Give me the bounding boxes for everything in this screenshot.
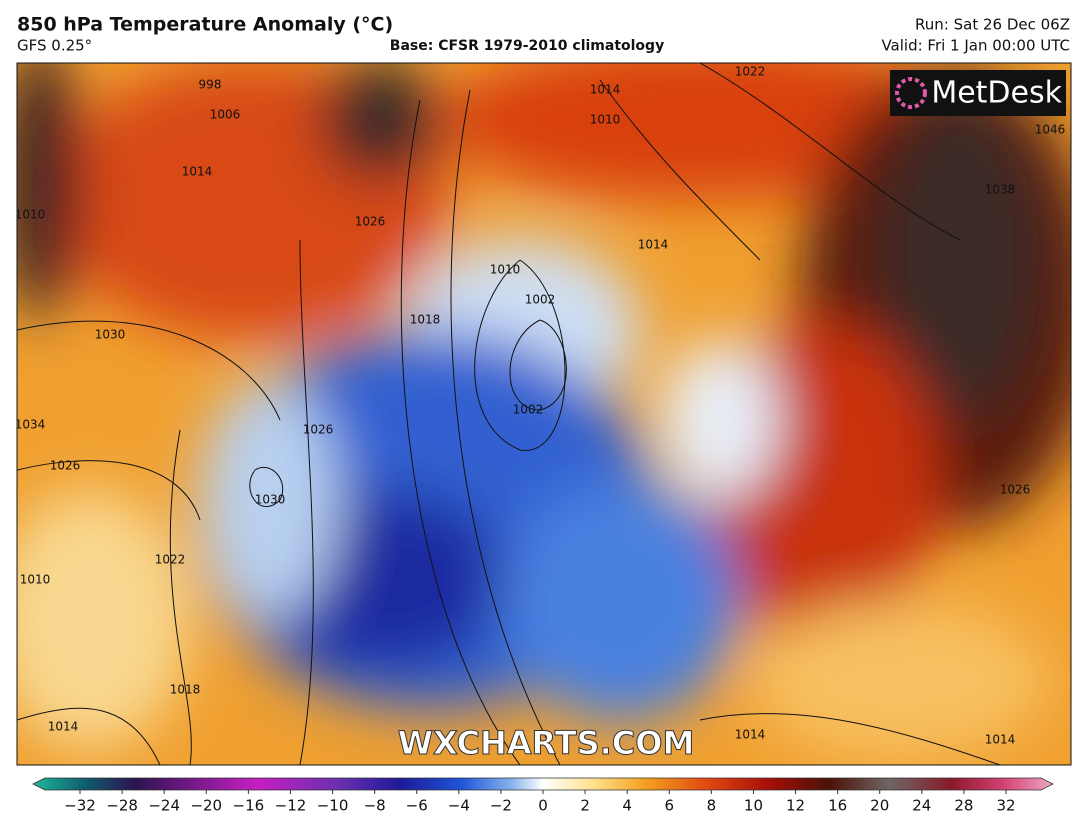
isobar-label: 1026	[355, 215, 386, 229]
isobar-label: 1006	[210, 108, 241, 122]
logo: MetDesk	[931, 76, 1062, 111]
isobar-label: 1014	[590, 83, 621, 97]
colorbar-label: 24	[912, 797, 931, 815]
run: Run: Sat 26 Dec 06Z	[915, 16, 1070, 34]
colorbar-label: −2	[490, 797, 512, 815]
colorbar-label: −32	[64, 797, 96, 815]
colorbar-label: −12	[275, 797, 307, 815]
watermark: WXCHARTS.COM	[398, 724, 695, 762]
map-field: 1014 1026 1010 1030 1034 1026 1030 1026 1022 1010…	[15, 63, 1071, 765]
colorbar-label: 6	[664, 797, 674, 815]
isobar-label: 1010	[15, 208, 46, 222]
colorbar-label: −4	[448, 797, 470, 815]
colorbar-label: 28	[954, 797, 973, 815]
colorbar-label: 20	[870, 797, 889, 815]
isobar-label: 1026	[303, 423, 334, 437]
colorbar-label: 2	[580, 797, 590, 815]
map-frame	[16, 62, 1072, 766]
isobar-label: 1030	[95, 328, 126, 342]
colorbar-label: −16	[233, 797, 265, 815]
colorbar-label: −24	[148, 797, 180, 815]
isobar-label: 1026	[50, 459, 81, 473]
model: GFS 0.25°	[17, 37, 92, 55]
colorbar-label: 32	[996, 797, 1015, 815]
valid: Valid: Fri 1 Jan 00:00 UTC	[881, 37, 1070, 55]
isobar-label: 1014	[985, 733, 1016, 747]
colorbar-label: 10	[744, 797, 763, 815]
colorbar-label: 16	[828, 797, 847, 815]
colorbar	[32, 777, 1054, 791]
isobar-label: 1046	[1035, 123, 1066, 137]
title: 850 hPa Temperature Anomaly (°C)	[17, 14, 393, 36]
isobar-label: 1038	[985, 183, 1016, 197]
colorbar-label: 0	[538, 797, 548, 815]
isobar-label: 998	[199, 78, 222, 92]
colorbar-label: −20	[190, 797, 222, 815]
isobar-label: 1014	[735, 728, 766, 742]
isobar-label: 1010	[590, 113, 621, 127]
isobar-label: 1002	[525, 293, 556, 307]
colorbar-label: 8	[707, 797, 717, 815]
isobar-label: 1010	[490, 263, 521, 277]
colorbar-label: 4	[622, 797, 632, 815]
logo-box	[890, 70, 1066, 116]
isobar-label: 1002	[513, 403, 544, 417]
logo-icon	[895, 77, 927, 109]
isobar-label: 1018	[170, 683, 201, 697]
isobars	[17, 63, 1001, 765]
base: Base: CFSR 1979-2010 climatology	[390, 38, 664, 54]
isobar-label: 1030	[255, 493, 286, 507]
isobar-label: 1022	[735, 65, 766, 79]
colorbar-label: −28	[106, 797, 138, 815]
isobar-label: 1014	[48, 720, 79, 734]
colorbar-label: −10	[317, 797, 349, 815]
colorbar-label: 12	[786, 797, 805, 815]
colorbar-label: −8	[364, 797, 386, 815]
isobar-label: 1022	[155, 553, 186, 567]
isobar-label: 1034	[15, 418, 46, 432]
isobar-label: 1018	[410, 313, 441, 327]
isobar-label: 1014	[638, 238, 669, 252]
isobar-label: 1026	[1000, 483, 1031, 497]
isobar-label: 1014	[182, 165, 213, 179]
isobar-label: 1010	[20, 573, 51, 587]
colorbar-label: −6	[406, 797, 428, 815]
